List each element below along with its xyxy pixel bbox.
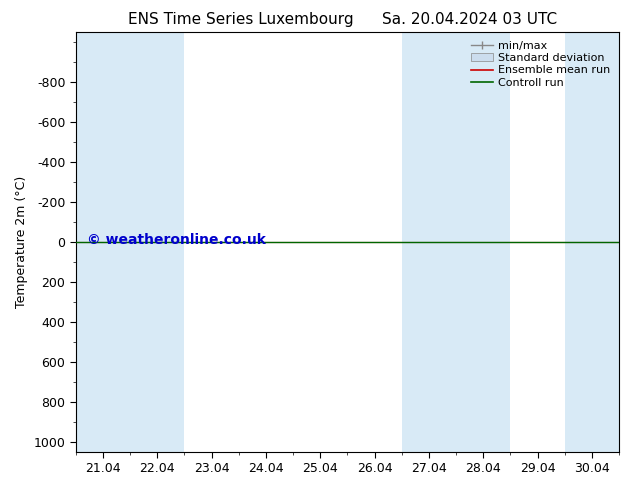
Bar bbox=[76, 32, 130, 452]
Bar bbox=[456, 32, 510, 452]
Text: © weatheronline.co.uk: © weatheronline.co.uk bbox=[87, 233, 266, 247]
Bar bbox=[130, 32, 184, 452]
Y-axis label: Temperature 2m (°C): Temperature 2m (°C) bbox=[15, 176, 28, 308]
Legend: min/max, Standard deviation, Ensemble mean run, Controll run: min/max, Standard deviation, Ensemble me… bbox=[468, 38, 614, 91]
Bar bbox=[565, 32, 619, 452]
Text: Sa. 20.04.2024 03 UTC: Sa. 20.04.2024 03 UTC bbox=[382, 12, 557, 27]
Bar bbox=[402, 32, 456, 452]
Text: ENS Time Series Luxembourg: ENS Time Series Luxembourg bbox=[128, 12, 354, 27]
